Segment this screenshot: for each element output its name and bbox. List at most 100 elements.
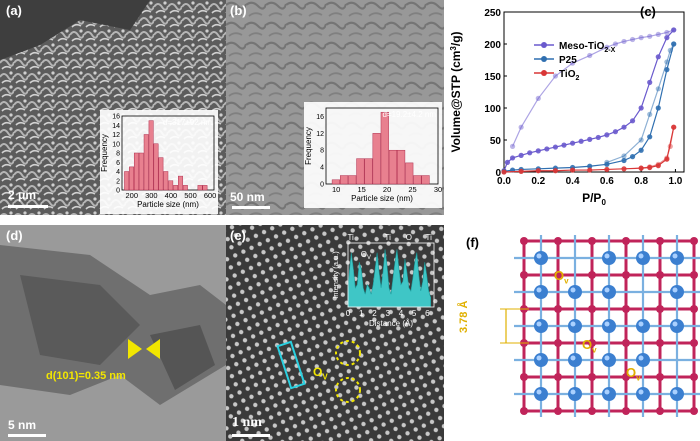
panel-label-a: (a)	[6, 3, 22, 18]
hist-b-bar	[405, 162, 414, 185]
panel-b: (b) 50 nm 10 15 20 25 30 0 4 8 12 16 Particle size…	[226, 0, 444, 215]
o-atom	[690, 407, 698, 415]
panel-f: (f) 3.78 Å Ov Ov Ov	[444, 225, 700, 441]
isotherm-chart: 0.0 0.2 0.4 0.6 0.8 1.0050100150200250P/P0Vol…	[449, 8, 685, 207]
ti-atom-highlight	[672, 389, 678, 395]
o-atom	[622, 271, 630, 279]
ti-atom-highlight	[604, 253, 610, 259]
hist-a-bar	[158, 157, 164, 191]
profile-atom-label: Ti	[426, 233, 433, 242]
chart-c-ylabel-end: /g)	[449, 31, 463, 46]
ti-atom	[534, 319, 548, 333]
chart-c-ytick: 150	[484, 72, 501, 83]
chart-c-desorption-point	[647, 33, 653, 39]
chart-c-adsorption-point	[527, 150, 533, 156]
panel-label-f: (f)	[466, 235, 479, 250]
ti-atom-highlight	[638, 389, 644, 395]
chart-c-adsorption-point	[587, 167, 593, 173]
ti-atom	[568, 387, 582, 401]
chart-c-adsorption-point	[664, 35, 670, 41]
scale-bar-label-d: 5 nm	[8, 418, 37, 432]
o-atom	[690, 339, 698, 347]
chart-c-desorption-point	[647, 111, 653, 117]
histogram-b: 10 15 20 25 30 0 4 8 12 16 Particle size (nm) Frequ…	[304, 102, 442, 208]
ti-atom	[636, 319, 650, 333]
chart-c-desorption-point	[638, 137, 644, 143]
o-atom	[554, 339, 562, 347]
chart-c-adsorption-point	[638, 147, 644, 153]
ov-text-f2: O	[582, 337, 593, 352]
legend-marker	[541, 56, 547, 62]
ov-label-f1: Ov	[554, 268, 569, 286]
o-atom	[656, 339, 664, 347]
chart-c-desorption-line	[641, 127, 675, 169]
ti-atom-highlight	[672, 321, 678, 327]
chart-c-adsorption-point	[629, 118, 636, 124]
intensity-profile: 0 1 2 3 4 5 6 Distance (Å) Intensity (a.u.) Ti Ti O…	[331, 233, 435, 328]
hist-a-bar	[148, 120, 154, 191]
chart-c-desorption-point	[604, 44, 610, 50]
o-atom	[554, 305, 562, 313]
legend-label-sub: 2	[575, 75, 579, 82]
chart-c-xtick: 1.0	[668, 176, 682, 187]
profile-xtick: 3	[385, 309, 390, 318]
chart-c-adsorption-point	[569, 167, 576, 173]
chart-c-desorption-point	[664, 59, 670, 65]
crystal-lattice	[500, 235, 700, 417]
chart-c-desorption-point	[509, 143, 516, 149]
hist-b-bar	[397, 149, 406, 185]
chart-c-desorption-point	[647, 164, 653, 170]
hist-a-xlabel: Particle size (nm)	[137, 200, 199, 209]
ti-atom-highlight	[638, 253, 644, 259]
hist-b-xtick: 25	[408, 185, 416, 194]
o-atom	[622, 339, 630, 347]
o-atom	[690, 305, 698, 313]
panel-c: (c) 0.0 0.2 0.4 0.6 0.8 1.0 0 50 100 150 200 250 P/P…	[444, 0, 700, 215]
ov-sub-e: V	[322, 372, 328, 382]
hist-b-ytick: 16	[316, 114, 324, 121]
hist-a-bar	[153, 143, 159, 191]
o-atom	[520, 373, 528, 381]
chart-c-desorption-point	[671, 124, 677, 130]
chart-c-adsorption-point	[544, 146, 550, 152]
hrtem-image-e	[226, 225, 444, 441]
ti-atom	[636, 251, 650, 265]
chart-c-adsorption-point	[578, 138, 584, 144]
chart-c-desorption-point	[621, 153, 627, 159]
hist-a-ytick: 14	[112, 123, 120, 130]
hist-a-xtick: 600	[204, 191, 217, 200]
scale-bar-label-e: 1 nm	[232, 415, 262, 430]
o-atom	[622, 237, 630, 245]
lattice-spacing-f: 3.78 Å	[458, 300, 470, 333]
hist-b-ytick: 4	[320, 165, 324, 172]
o-atom	[656, 305, 664, 313]
ti-atom	[670, 319, 684, 333]
chart-c-adsorption-point	[569, 140, 576, 146]
ti-atom	[534, 285, 548, 299]
o-atom	[588, 271, 596, 279]
hist-a-bar	[129, 166, 134, 191]
o-atom	[588, 237, 596, 245]
hist-a-bar	[124, 171, 130, 191]
legend-label-main: P25	[559, 55, 577, 66]
hist-b-bar	[388, 149, 398, 185]
hist-a-ytick: 6	[116, 160, 120, 167]
ti-atom-highlight	[536, 253, 542, 259]
chart-c-desorption-point	[629, 36, 636, 43]
hist-a-bar	[178, 175, 183, 191]
ti-atom-highlight	[536, 389, 542, 395]
hist-b-bar	[331, 179, 341, 185]
ti-atom	[670, 285, 684, 299]
hist-a-ytick: 2	[116, 178, 120, 185]
ti-atom	[670, 387, 684, 401]
chart-c-adsorption-point	[604, 166, 610, 173]
ov-sub-f3: v	[636, 373, 641, 383]
chart-c-desorption-point	[569, 60, 576, 66]
profile-frame	[347, 242, 435, 308]
scale-bar-d	[8, 434, 46, 437]
hist-b-annotation: d=19.2±4.2 nm	[382, 110, 436, 119]
ti-atom-highlight	[638, 321, 644, 327]
profile-area	[347, 249, 431, 308]
o-atom	[554, 373, 562, 381]
ti-atom-highlight	[604, 287, 610, 293]
